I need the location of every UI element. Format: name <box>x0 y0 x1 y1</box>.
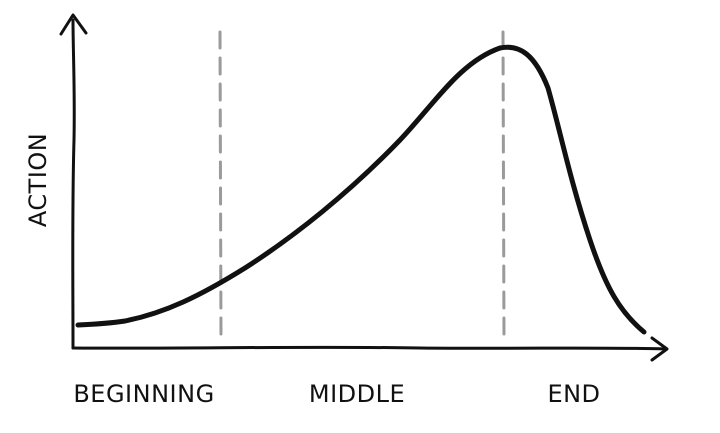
phase-label-end: END <box>547 380 600 408</box>
divider-middle-end <box>501 30 506 342</box>
x-axis-arrow-icon <box>650 336 669 362</box>
y-axis-arrow-icon <box>59 13 88 36</box>
divider-beginning-middle <box>218 30 223 342</box>
y-axis-label: ACTION <box>24 133 52 227</box>
x-axis <box>71 345 668 351</box>
phase-label-beginning: BEGINNING <box>73 380 214 408</box>
y-axis <box>71 18 76 350</box>
phase-label-middle: MIDDLE <box>309 380 405 408</box>
story-arc-curve <box>75 44 647 335</box>
